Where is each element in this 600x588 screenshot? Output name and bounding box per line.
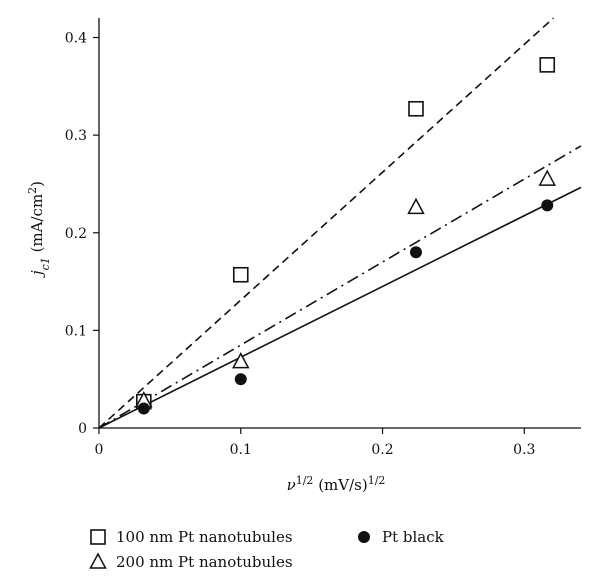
x-tick-label: 0.2 — [371, 442, 393, 458]
triangle-marker — [407, 197, 425, 215]
square-marker — [232, 266, 249, 283]
fit-line — [98, 145, 582, 429]
fit-lines — [98, 17, 582, 429]
legend-label: 200 nm Pt nanotubules — [116, 553, 293, 571]
x-axis-title: ν1/2 (mV/s)1/2 — [287, 474, 386, 495]
circle-marker — [541, 199, 554, 212]
x-tick-label: 0 — [95, 442, 104, 458]
circle-marker — [234, 373, 247, 386]
x-tick-label: 0.3 — [513, 442, 535, 458]
legend: 100 nm Pt nanotubules 200 nm Pt nanotubul… — [89, 528, 445, 571]
square-marker — [408, 100, 424, 117]
y-tick-label: 0.3 — [65, 128, 87, 144]
axes — [98, 18, 581, 429]
legend-label: Pt black — [382, 528, 445, 546]
legend-circle-icon — [358, 531, 370, 543]
fit-line — [98, 186, 582, 429]
legend-label: 100 nm Pt nanotubules — [116, 528, 293, 546]
circle-marker — [137, 402, 150, 415]
triangle-marker — [538, 169, 557, 186]
legend-square-icon — [90, 529, 106, 545]
legend-triangle-icon — [89, 552, 107, 569]
y-tick-label: 0.2 — [65, 226, 87, 242]
ticks: 0 0.1 0.2 0.3 0 0.1 0.2 0.3 0.4 — [65, 31, 536, 458]
fit-line — [98, 17, 555, 429]
markers — [135, 57, 557, 415]
y-tick-label: 0.1 — [65, 323, 87, 339]
x-tick-label: 0.1 — [230, 442, 252, 458]
square-marker — [539, 57, 556, 73]
y-axis-title: jc1 (mA/cm2) — [26, 181, 52, 278]
y-tick-label: 0 — [78, 421, 87, 437]
y-tick-label: 0.4 — [65, 31, 87, 47]
circle-marker — [409, 246, 422, 259]
triangle-marker — [232, 352, 250, 369]
